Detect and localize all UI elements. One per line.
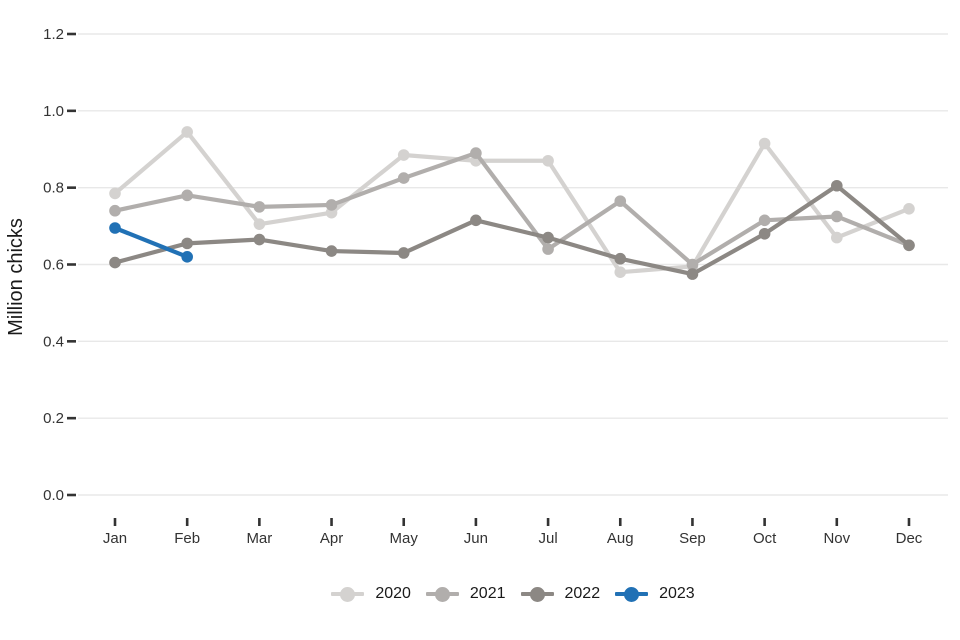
x-axis-label-dec: Dec	[896, 530, 923, 547]
x-axis-label-apr: Apr	[320, 530, 343, 547]
data-point-2020-aug	[614, 266, 627, 278]
y-tick-label-0.8: 0.8	[43, 180, 64, 197]
legend-label-2020: 2020	[375, 585, 411, 602]
data-point-2020-jan	[109, 187, 121, 200]
legend-key-dot	[340, 586, 356, 602]
data-point-2021-nov	[831, 210, 843, 223]
y-tick-label-0.4: 0.4	[43, 333, 64, 350]
x-axis-label-nov: Nov	[823, 530, 850, 547]
data-point-2022-jul	[542, 231, 554, 244]
data-point-2021-sep	[686, 258, 699, 271]
data-point-2020-feb	[181, 126, 193, 138]
x-axis-label-aug: Aug	[607, 530, 634, 547]
data-point-2021-jul	[542, 243, 554, 255]
series-2022	[109, 179, 915, 280]
y-tick-label-1.2: 1.2	[43, 26, 64, 43]
gridlines-layer	[78, 33, 948, 496]
x-axis-label-jul: Jul	[538, 530, 557, 547]
data-point-2022-nov	[831, 179, 843, 192]
data-point-2021-mar	[253, 201, 266, 213]
data-point-2021-jan	[109, 204, 121, 217]
legend-key-icon-2020	[331, 586, 365, 602]
legend-item-2023: 2023	[615, 586, 695, 602]
data-point-2022-feb	[181, 237, 193, 250]
data-point-2020-oct	[758, 137, 771, 150]
x-axis-label-sep: Sep	[679, 530, 706, 547]
x-axis-label-mar: Mar	[246, 530, 272, 547]
legend-key-icon-2022	[520, 586, 554, 602]
series-line-2023	[114, 226, 188, 259]
chart-legend: 2020 2021 2022 2023	[66, 586, 960, 602]
data-point-2022-jan	[109, 256, 121, 269]
x-axis-label-feb: Feb	[174, 530, 200, 547]
legend-key-dot	[624, 586, 640, 602]
data-point-2023-feb	[181, 251, 193, 263]
legend-key-icon-2021	[425, 586, 459, 602]
data-point-2021-feb	[181, 189, 193, 202]
data-point-2022-may	[397, 247, 410, 259]
data-point-2020-jul	[542, 154, 554, 167]
data-point-2021-may	[397, 172, 410, 184]
data-point-2022-sep	[686, 268, 699, 280]
y-tick-label-0.2: 0.2	[43, 410, 64, 427]
data-point-2022-dec	[903, 239, 915, 252]
data-point-2021-apr	[325, 199, 338, 211]
y-tick-label-0.6: 0.6	[43, 257, 64, 274]
series-2020	[109, 126, 915, 278]
series-layer	[109, 126, 915, 280]
x-axis-label-jan: Jan	[103, 530, 127, 547]
legend-item-2022: 2022	[520, 585, 601, 602]
legend-key-dot	[529, 586, 545, 602]
data-point-2021-jun	[470, 147, 482, 159]
data-point-2020-dec	[903, 202, 915, 215]
x-axis-label-jun: Jun	[464, 530, 488, 547]
legend-label-2022: 2022	[564, 585, 601, 602]
legend-label-2023: 2023	[659, 585, 695, 602]
data-point-2023-jan	[109, 222, 121, 234]
series-2021	[109, 147, 915, 271]
data-point-2022-aug	[614, 252, 627, 265]
data-point-2020-may	[397, 149, 410, 161]
data-point-2022-apr	[325, 245, 338, 257]
data-point-2022-oct	[758, 227, 771, 240]
series-2023	[109, 222, 193, 263]
y-axis-title: Million chicks	[5, 218, 27, 336]
y-tick-label-1.0: 1.0	[43, 103, 64, 120]
data-point-2021-aug	[614, 195, 627, 207]
data-point-2020-nov	[831, 231, 843, 244]
legend-key-dot	[434, 586, 450, 602]
data-point-2021-oct	[758, 214, 771, 227]
data-point-2020-mar	[253, 218, 266, 230]
legend-item-2021: 2021	[425, 585, 506, 602]
y-tick-label-0.0: 0.0	[43, 487, 64, 504]
series-line-2022	[114, 183, 911, 277]
data-point-2022-jun	[470, 214, 482, 227]
data-point-2022-mar	[253, 233, 266, 246]
legend-label-2021: 2021	[469, 585, 506, 602]
series-line-2020	[113, 129, 910, 275]
legend-key-icon-2023	[615, 586, 649, 602]
x-axis-label-may: May	[390, 530, 419, 547]
axes-layer: 0.0 0.2 0.4 0.6 0.8 1.0 1.2 Jan Feb Mar Apr May Jun J…	[43, 26, 923, 547]
x-axis-label-oct: Oct	[753, 530, 777, 547]
legend-item-2020: 2020	[331, 586, 411, 602]
series-line-2021	[114, 150, 910, 267]
